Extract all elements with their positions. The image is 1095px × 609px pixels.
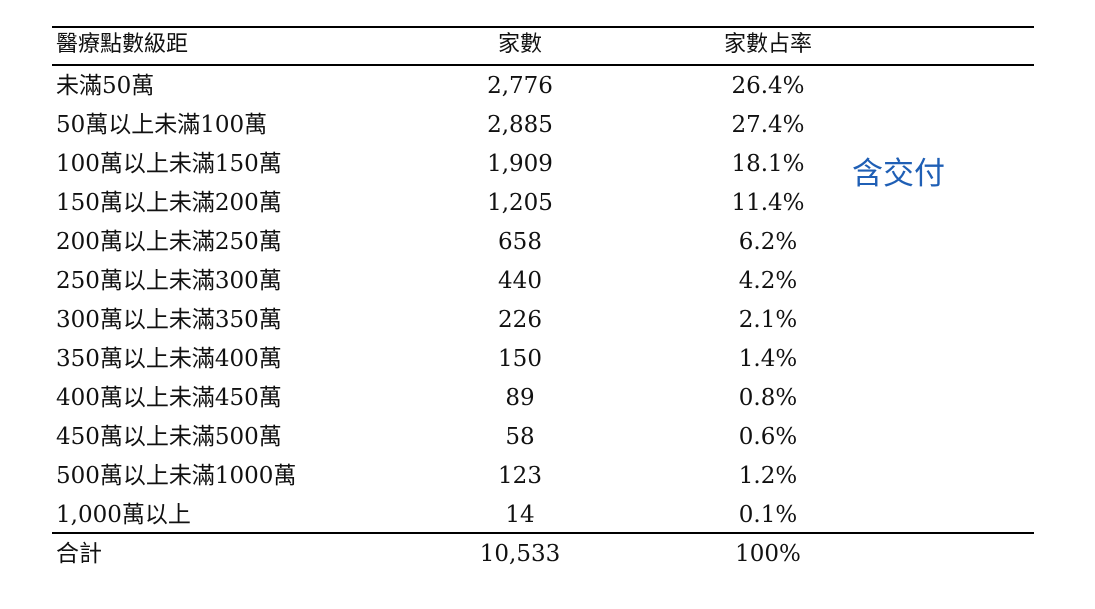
row-share: 0.1% [738, 502, 798, 528]
row-range: 100萬以上未滿150萬 [56, 151, 282, 177]
row-count: 150 [498, 346, 542, 372]
table-row: 400萬以上未滿450萬 89 0.8% [52, 379, 1034, 417]
row-count: 123 [498, 463, 542, 489]
row-share: 1.2% [738, 463, 798, 489]
row-share: 1.4% [738, 346, 798, 372]
annotation-note: 含交付 [852, 156, 945, 192]
row-range: 150萬以上未滿200萬 [56, 190, 282, 216]
table-row: 50萬以上未滿100萬 2,885 27.4% [52, 106, 1034, 144]
row-count: 58 [505, 424, 535, 450]
row-share: 2.1% [738, 307, 798, 333]
row-count: 1,909 [487, 151, 553, 177]
table-row: 250萬以上未滿300萬 440 4.2% [52, 262, 1034, 300]
row-range: 300萬以上未滿350萬 [56, 307, 282, 333]
table-row: 450萬以上未滿500萬 58 0.6% [52, 418, 1034, 456]
table-row: 150萬以上未滿200萬 1,205 11.4% [52, 184, 1034, 222]
table-top-rule [52, 26, 1034, 28]
row-count: 226 [498, 307, 542, 333]
row-count: 2,885 [487, 112, 553, 138]
row-range: 未滿50萬 [56, 73, 155, 99]
row-range: 500萬以上未滿1000萬 [56, 463, 297, 489]
table-header-rule [52, 64, 1034, 66]
row-range: 200萬以上未滿250萬 [56, 229, 282, 255]
header-share: 家數占率 [723, 32, 812, 57]
row-count: 89 [505, 385, 535, 411]
table-row: 300萬以上未滿350萬 226 2.1% [52, 301, 1034, 339]
table-row: 未滿50萬 2,776 26.4% [52, 67, 1034, 105]
row-count: 2,776 [487, 73, 553, 99]
table-row: 500萬以上未滿1000萬 123 1.2% [52, 457, 1034, 495]
row-range: 350萬以上未滿400萬 [56, 346, 282, 372]
row-share: 6.2% [738, 229, 798, 255]
row-range: 250萬以上未滿300萬 [56, 268, 282, 294]
row-count: 1,205 [487, 190, 553, 216]
row-share: 27.4% [731, 112, 805, 138]
table-row: 200萬以上未滿250萬 658 6.2% [52, 223, 1034, 261]
row-count: 440 [498, 268, 542, 294]
row-count: 14 [505, 502, 535, 528]
table-total-row: 合計 10,533 100% [52, 535, 1034, 573]
row-range: 450萬以上未滿500萬 [56, 424, 282, 450]
row-share: 26.4% [731, 73, 805, 99]
header-range: 醫療點數級距 [56, 32, 189, 57]
row-share: 0.6% [738, 424, 798, 450]
total-label: 合計 [56, 541, 102, 567]
row-range: 1,000萬以上 [56, 502, 191, 528]
row-count: 658 [498, 229, 542, 255]
row-share: 18.1% [731, 151, 805, 177]
header-count: 家數 [497, 32, 542, 57]
row-share: 0.8% [738, 385, 798, 411]
row-share: 11.4% [731, 190, 805, 216]
table-header-row: 醫療點數級距 家數 家數占率 [52, 26, 1034, 64]
row-range: 50萬以上未滿100萬 [56, 112, 268, 138]
total-share: 100% [735, 541, 801, 567]
table-total-rule [52, 532, 1034, 534]
total-count: 10,533 [479, 541, 561, 567]
table-row: 100萬以上未滿150萬 1,909 18.1% [52, 145, 1034, 183]
row-range: 400萬以上未滿450萬 [56, 385, 282, 411]
table-row: 350萬以上未滿400萬 150 1.4% [52, 340, 1034, 378]
row-share: 4.2% [738, 268, 798, 294]
table-row: 1,000萬以上 14 0.1% [52, 496, 1034, 534]
